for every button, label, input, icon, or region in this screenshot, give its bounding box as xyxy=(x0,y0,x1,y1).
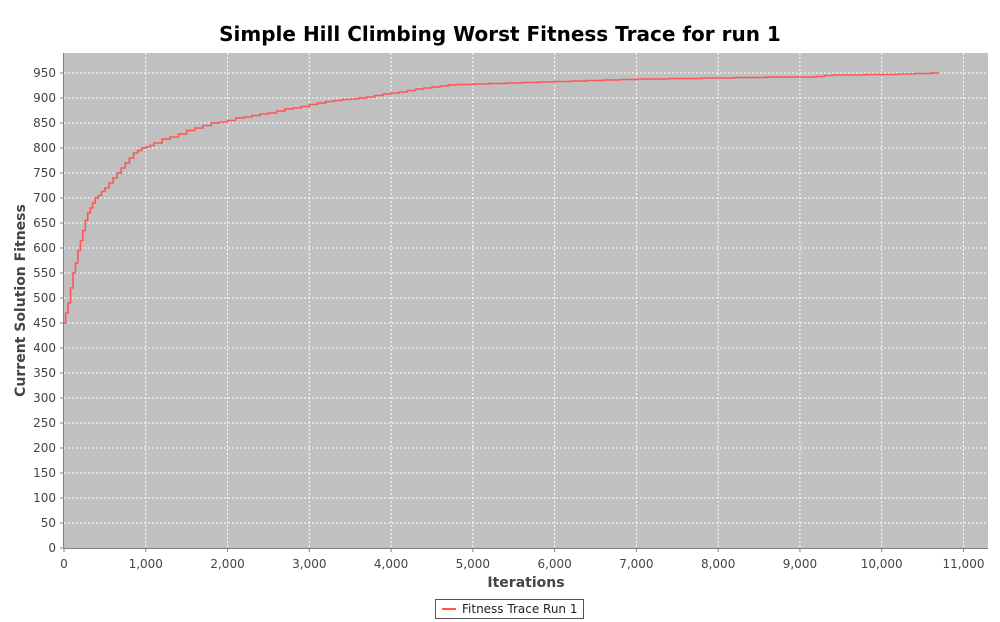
x-tick-label: 9,000 xyxy=(783,557,817,571)
legend-swatch xyxy=(442,608,456,610)
grid-lines xyxy=(64,53,988,548)
legend: Fitness Trace Run 1 xyxy=(435,599,585,619)
series-line xyxy=(64,72,939,324)
y-tick-label: 200 xyxy=(33,441,56,455)
y-tick-label: 150 xyxy=(33,466,56,480)
y-tick-label: 250 xyxy=(33,416,56,430)
y-tick-label: 950 xyxy=(33,66,56,80)
x-tick-label: 5,000 xyxy=(456,557,490,571)
y-tick-label: 400 xyxy=(33,341,56,355)
y-tick-label: 550 xyxy=(33,266,56,280)
y-tick-label: 500 xyxy=(33,291,56,305)
series-group xyxy=(64,72,939,324)
x-tick-label: 8,000 xyxy=(701,557,735,571)
x-tick-label: 10,000 xyxy=(861,557,903,571)
x-tick-label: 7,000 xyxy=(619,557,653,571)
chart-title: Simple Hill Climbing Worst Fitness Trace… xyxy=(219,22,781,46)
y-tick-label: 650 xyxy=(33,216,56,230)
y-tick-label: 450 xyxy=(33,316,56,330)
y-tick-label: 600 xyxy=(33,241,56,255)
x-tick-label: 2,000 xyxy=(210,557,244,571)
y-tick-label: 800 xyxy=(33,141,56,155)
y-tick-label: 750 xyxy=(33,166,56,180)
x-tick-label: 0 xyxy=(60,557,68,571)
plot-area xyxy=(64,53,988,548)
y-tick-label: 350 xyxy=(33,366,56,380)
y-tick-label: 700 xyxy=(33,191,56,205)
x-axis-ticks: 0 1,000 2,000 3,000 4,000 5,000 6,000 7,000 8,00… xyxy=(60,548,984,571)
y-tick-label: 300 xyxy=(33,391,56,405)
x-tick-label: 1,000 xyxy=(129,557,163,571)
y-tick-label: 50 xyxy=(41,516,56,530)
y-axis-label: Current Solution Fitness xyxy=(13,204,29,397)
y-tick-label: 100 xyxy=(33,491,56,505)
y-tick-label: 850 xyxy=(33,116,56,130)
x-tick-label: 4,000 xyxy=(374,557,408,571)
y-axis-ticks: 0 50 100 150 200 250 300 350 400 450 500 550 600 650 7… xyxy=(33,66,64,555)
x-tick-label: 6,000 xyxy=(537,557,571,571)
x-tick-label: 11,000 xyxy=(942,557,984,571)
y-tick-label: 0 xyxy=(48,541,56,555)
legend-label: Fitness Trace Run 1 xyxy=(462,602,578,616)
axes xyxy=(63,53,988,549)
x-axis-label: Iterations xyxy=(487,575,564,591)
x-tick-label: 3,000 xyxy=(292,557,326,571)
y-tick-label: 900 xyxy=(33,91,56,105)
